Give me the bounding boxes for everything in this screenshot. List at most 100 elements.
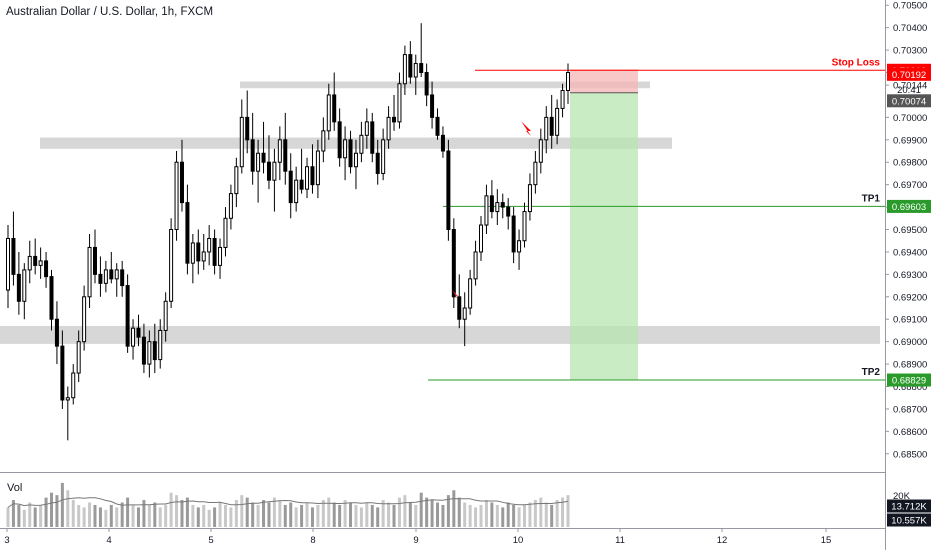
price-tick-label: 0.68600 bbox=[893, 427, 927, 438]
volume-bar bbox=[262, 500, 266, 527]
candle bbox=[560, 83, 565, 118]
candle bbox=[430, 81, 435, 129]
candle bbox=[484, 184, 489, 234]
candle bbox=[38, 247, 43, 279]
volume-bar bbox=[55, 495, 59, 527]
volume-bar bbox=[33, 507, 37, 527]
candle-body bbox=[348, 139, 353, 168]
price-tick-label: 0.69300 bbox=[893, 270, 927, 281]
price-tick-label: 0.70144 bbox=[893, 81, 927, 92]
candle bbox=[402, 45, 407, 95]
candle bbox=[424, 63, 429, 107]
volume-bar bbox=[104, 509, 108, 527]
candle-body bbox=[402, 54, 407, 85]
candle bbox=[359, 121, 364, 163]
candle bbox=[169, 218, 174, 309]
candle-body bbox=[315, 150, 320, 186]
volume-bar bbox=[544, 502, 548, 527]
time-tick-label: 5 bbox=[208, 535, 213, 546]
candle bbox=[495, 189, 500, 226]
volume-bar bbox=[120, 502, 124, 527]
volume-bar bbox=[566, 495, 570, 527]
candle-body bbox=[430, 94, 435, 118]
candle bbox=[245, 90, 250, 154]
candle-body bbox=[223, 217, 228, 248]
candle bbox=[261, 121, 266, 174]
volume-scale-label: 20K bbox=[893, 491, 911, 502]
candle bbox=[60, 330, 65, 409]
candle bbox=[522, 202, 527, 248]
candle-body bbox=[6, 237, 10, 291]
volume-bar bbox=[457, 497, 461, 527]
candle-body bbox=[163, 300, 168, 331]
volume-bar bbox=[278, 500, 282, 527]
candle-body bbox=[201, 251, 206, 262]
volume-bar bbox=[463, 502, 467, 527]
candle bbox=[549, 94, 554, 149]
price-badge-label: 0.68829 bbox=[892, 376, 926, 387]
candle-body bbox=[158, 329, 163, 361]
candle-body bbox=[364, 121, 369, 136]
candle bbox=[82, 285, 87, 351]
volume-badge-label: 13.712K bbox=[891, 502, 927, 513]
volume-bar bbox=[77, 504, 81, 527]
volume-bar bbox=[517, 507, 521, 527]
volume-bar bbox=[343, 500, 347, 527]
candle bbox=[223, 207, 228, 257]
candle-body bbox=[60, 345, 65, 401]
volume-bar bbox=[523, 504, 527, 527]
time-tick-label: 12 bbox=[717, 535, 728, 546]
volume-bar bbox=[403, 495, 407, 527]
candle-body bbox=[392, 116, 397, 123]
candle bbox=[33, 238, 38, 275]
candle bbox=[163, 292, 168, 342]
candle-body bbox=[305, 166, 310, 190]
candle-body bbox=[277, 139, 282, 163]
candle-body bbox=[49, 276, 54, 320]
volume-bar bbox=[446, 495, 450, 527]
volume-bar bbox=[44, 497, 48, 527]
volume-bar bbox=[419, 492, 423, 527]
candle bbox=[125, 274, 130, 353]
support-resistance-zone bbox=[0, 325, 880, 344]
candle bbox=[228, 184, 233, 230]
candle-body bbox=[103, 269, 108, 284]
price-tick-label: 0.68800 bbox=[893, 382, 927, 393]
support-resistance-zone bbox=[240, 81, 650, 89]
candle bbox=[196, 229, 201, 275]
price-tick-label: 0.68900 bbox=[893, 360, 927, 371]
stop-loss-zone bbox=[570, 69, 638, 93]
volume-bar bbox=[153, 502, 157, 527]
volume-bar bbox=[131, 504, 135, 527]
volume-bar bbox=[484, 500, 488, 527]
candle-body bbox=[462, 307, 467, 320]
price-tick-label: 0.69900 bbox=[893, 135, 927, 146]
candle bbox=[201, 234, 206, 270]
candle-body bbox=[212, 237, 217, 266]
volume-bar bbox=[180, 500, 184, 527]
price-tick-label: 0.69200 bbox=[893, 292, 927, 303]
candle-body bbox=[179, 161, 184, 204]
candle-body bbox=[185, 202, 190, 264]
candle bbox=[272, 148, 277, 212]
time-tick-label: 8 bbox=[310, 535, 315, 546]
candle bbox=[234, 157, 239, 208]
volume-bar bbox=[191, 504, 195, 527]
volume-bar bbox=[272, 497, 276, 527]
candle-body bbox=[332, 94, 337, 123]
volume-bar bbox=[387, 502, 391, 527]
level-name-label: TP1 bbox=[862, 193, 881, 204]
candle bbox=[500, 193, 505, 219]
candle bbox=[266, 135, 271, 190]
candle-body bbox=[457, 296, 462, 320]
candle-body bbox=[337, 121, 342, 159]
candle bbox=[109, 251, 114, 284]
candle-body bbox=[495, 202, 500, 213]
candle bbox=[92, 229, 97, 284]
candle bbox=[413, 54, 418, 95]
volume-bar bbox=[169, 492, 173, 527]
candle bbox=[370, 112, 375, 163]
candle-body bbox=[266, 161, 271, 181]
candle bbox=[332, 72, 337, 131]
